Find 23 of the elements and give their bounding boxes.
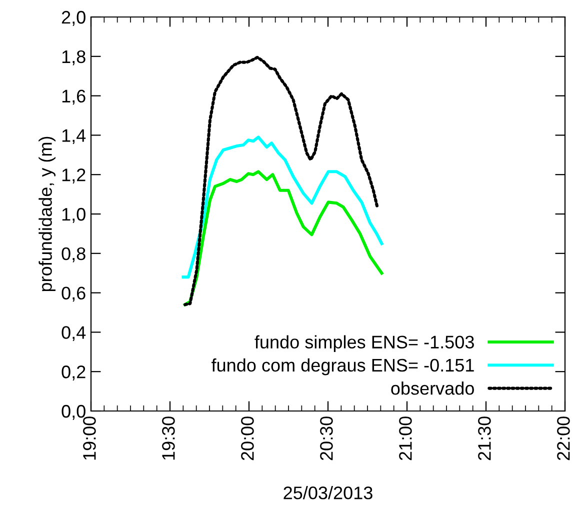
y-tick-label: 2,0 <box>62 10 86 26</box>
y-axis-title: profundidade, y (m) <box>38 136 56 292</box>
y-tick-label: 1,2 <box>62 168 86 184</box>
x-tick-label: 19:30 <box>162 416 175 460</box>
x-tick-label: 21:30 <box>478 416 491 460</box>
legend-label: observado <box>391 382 474 395</box>
x-tick-label: 19:00 <box>83 416 96 460</box>
y-tick-label: 0,6 <box>62 286 86 302</box>
y-tick-label: 0,0 <box>62 404 86 420</box>
x-axis-title: 25/03/2013 <box>284 486 372 500</box>
legend-label: fundo simples ENS= -1.503 <box>254 335 474 352</box>
y-tick-label: 1,0 <box>62 208 86 223</box>
x-tick-label: 22:00 <box>557 416 570 460</box>
y-tick-label: 1,6 <box>62 90 86 105</box>
y-tick-label: 0,8 <box>62 247 86 262</box>
y-tick-label: 0,4 <box>62 326 86 342</box>
y-tick-label: 1,8 <box>62 50 86 66</box>
y-tick-label: 1,4 <box>62 129 86 144</box>
x-tick-label: 20:00 <box>241 416 254 460</box>
y-tick-label: 0,2 <box>62 366 86 380</box>
x-tick-label: 20:30 <box>320 416 333 460</box>
x-tick-label: 21:00 <box>399 416 412 460</box>
legend-label: fundo com degraus ENS= -0.151 <box>212 358 474 376</box>
